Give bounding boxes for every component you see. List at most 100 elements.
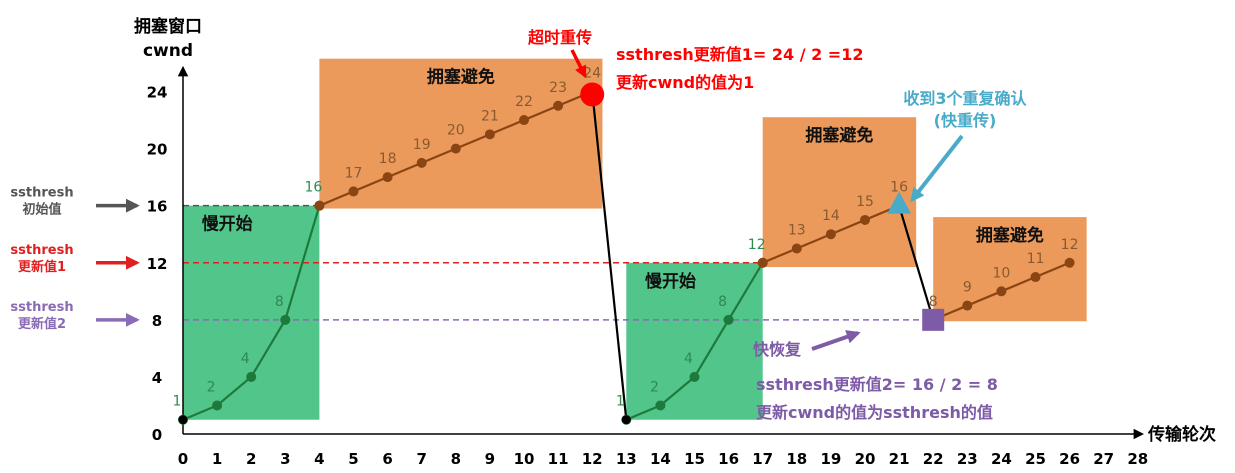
triple-ack-label: (快重传): [934, 111, 997, 130]
data-label: 8: [929, 294, 938, 310]
data-point: [962, 300, 973, 311]
data-point: [553, 100, 564, 111]
data-label: 2: [207, 379, 216, 395]
data-point: [484, 129, 495, 140]
x-tick-label: 1: [212, 450, 222, 468]
data-label: 20: [447, 123, 465, 139]
data-label: 17: [345, 165, 363, 181]
data-label: 24: [583, 66, 601, 82]
data-point: [450, 143, 461, 154]
data-point: [860, 214, 870, 225]
data-point: [723, 314, 734, 325]
x-tick-label: 11: [548, 450, 569, 468]
data-point: [825, 229, 836, 240]
data-point: [1030, 272, 1041, 283]
y-tick-label: 8: [152, 312, 162, 330]
x-tick-label: 5: [348, 450, 358, 468]
arrow-icon: [910, 134, 964, 203]
region-label: 拥塞避免: [805, 125, 873, 146]
y-tick-label: 16: [147, 198, 168, 216]
data-label: 15: [856, 194, 874, 210]
x-tick-label: 18: [786, 450, 807, 468]
data-point: [246, 371, 257, 382]
data-label: 1: [616, 394, 625, 410]
timeout-marker-icon: [580, 82, 605, 107]
data-label: 9: [963, 280, 972, 296]
data-point: [791, 243, 802, 254]
threshold-label: ssthresh: [10, 186, 73, 201]
x-tick-label: 25: [1025, 450, 1046, 468]
threshold-label: ssthresh: [10, 243, 73, 258]
x-tick-label: 23: [957, 450, 978, 468]
data-label: 2: [650, 379, 659, 395]
data-label: 22: [515, 94, 533, 110]
data-label: 11: [1027, 251, 1045, 267]
x-tick-label: 19: [820, 450, 841, 468]
data-point: [1064, 257, 1075, 268]
data-point: [314, 200, 325, 211]
data-label: 21: [481, 108, 499, 124]
data-point: [280, 314, 291, 325]
data-label: 4: [684, 351, 693, 367]
fast-recovery-label: 快恢复: [753, 340, 802, 359]
data-point-start: [178, 415, 188, 425]
data-point: [689, 371, 700, 382]
region-label: 慢开始: [202, 214, 253, 235]
x-tick-label: 4: [314, 450, 324, 468]
x-tick-label: 9: [485, 450, 495, 468]
data-label: 16: [890, 180, 908, 196]
x-tick-label: 12: [582, 450, 603, 468]
region-label: 拥塞避免: [976, 225, 1044, 246]
x-tick-label: 10: [514, 450, 535, 468]
region-0: [183, 205, 320, 420]
fast-recovery-marker-icon: [922, 308, 945, 331]
data-label: 8: [718, 294, 727, 310]
x-tick-label: 27: [1093, 450, 1114, 468]
data-label: 14: [822, 208, 840, 224]
data-label: 19: [413, 137, 431, 153]
data-label: 1: [173, 394, 182, 410]
x-tick-label: 16: [718, 450, 739, 468]
x-tick-label: 26: [1059, 450, 1080, 468]
x-tick-label: 0: [178, 450, 188, 468]
data-point: [655, 400, 666, 411]
arrow-icon: [811, 330, 861, 351]
y-tick-label: 12: [147, 255, 168, 273]
x-tick-label: 6: [382, 450, 392, 468]
data-label: 13: [788, 222, 806, 238]
data-point: [212, 400, 223, 411]
data-label: 10: [992, 265, 1010, 281]
x-tick-label: 20: [855, 450, 876, 468]
data-label: 18: [379, 151, 397, 167]
region-3: [762, 117, 917, 268]
data-point: [757, 257, 768, 268]
y-tick-label: 24: [147, 84, 168, 102]
timeout-note: 更新cwnd的值为1: [616, 73, 754, 92]
data-point: [348, 186, 359, 197]
x-tick-label: 14: [650, 450, 671, 468]
data-label: 23: [549, 80, 567, 96]
y-axis-label: cwnd: [143, 41, 193, 61]
x-tick-label: 7: [416, 450, 426, 468]
arrow-icon: [570, 49, 587, 79]
series-line-timeout-drop: [591, 91, 628, 420]
timeout-note: ssthresh更新值1= 24 / 2 =12: [616, 45, 863, 64]
threshold-label: ssthresh: [10, 300, 73, 315]
y-tick-label: 0: [152, 426, 162, 444]
series-line-fast-recovery-drop: [898, 205, 935, 321]
region-1: [319, 58, 603, 209]
data-label: 4: [241, 351, 250, 367]
timeout-label: 超时重传: [527, 28, 592, 47]
y-tick-label: 20: [147, 141, 168, 159]
data-point: [519, 115, 529, 126]
threshold-label: 初始值: [22, 202, 61, 218]
data-label: 16: [304, 180, 322, 196]
region-label: 慢开始: [645, 271, 696, 292]
y-axis-label: 拥塞窗口: [134, 16, 202, 37]
triple-ack-marker-icon: [887, 191, 912, 214]
x-tick-label: 21: [889, 450, 910, 468]
threshold-label: 更新值1: [18, 259, 66, 275]
x-tick-label: 22: [923, 450, 944, 468]
x-tick-label: 8: [451, 450, 461, 468]
